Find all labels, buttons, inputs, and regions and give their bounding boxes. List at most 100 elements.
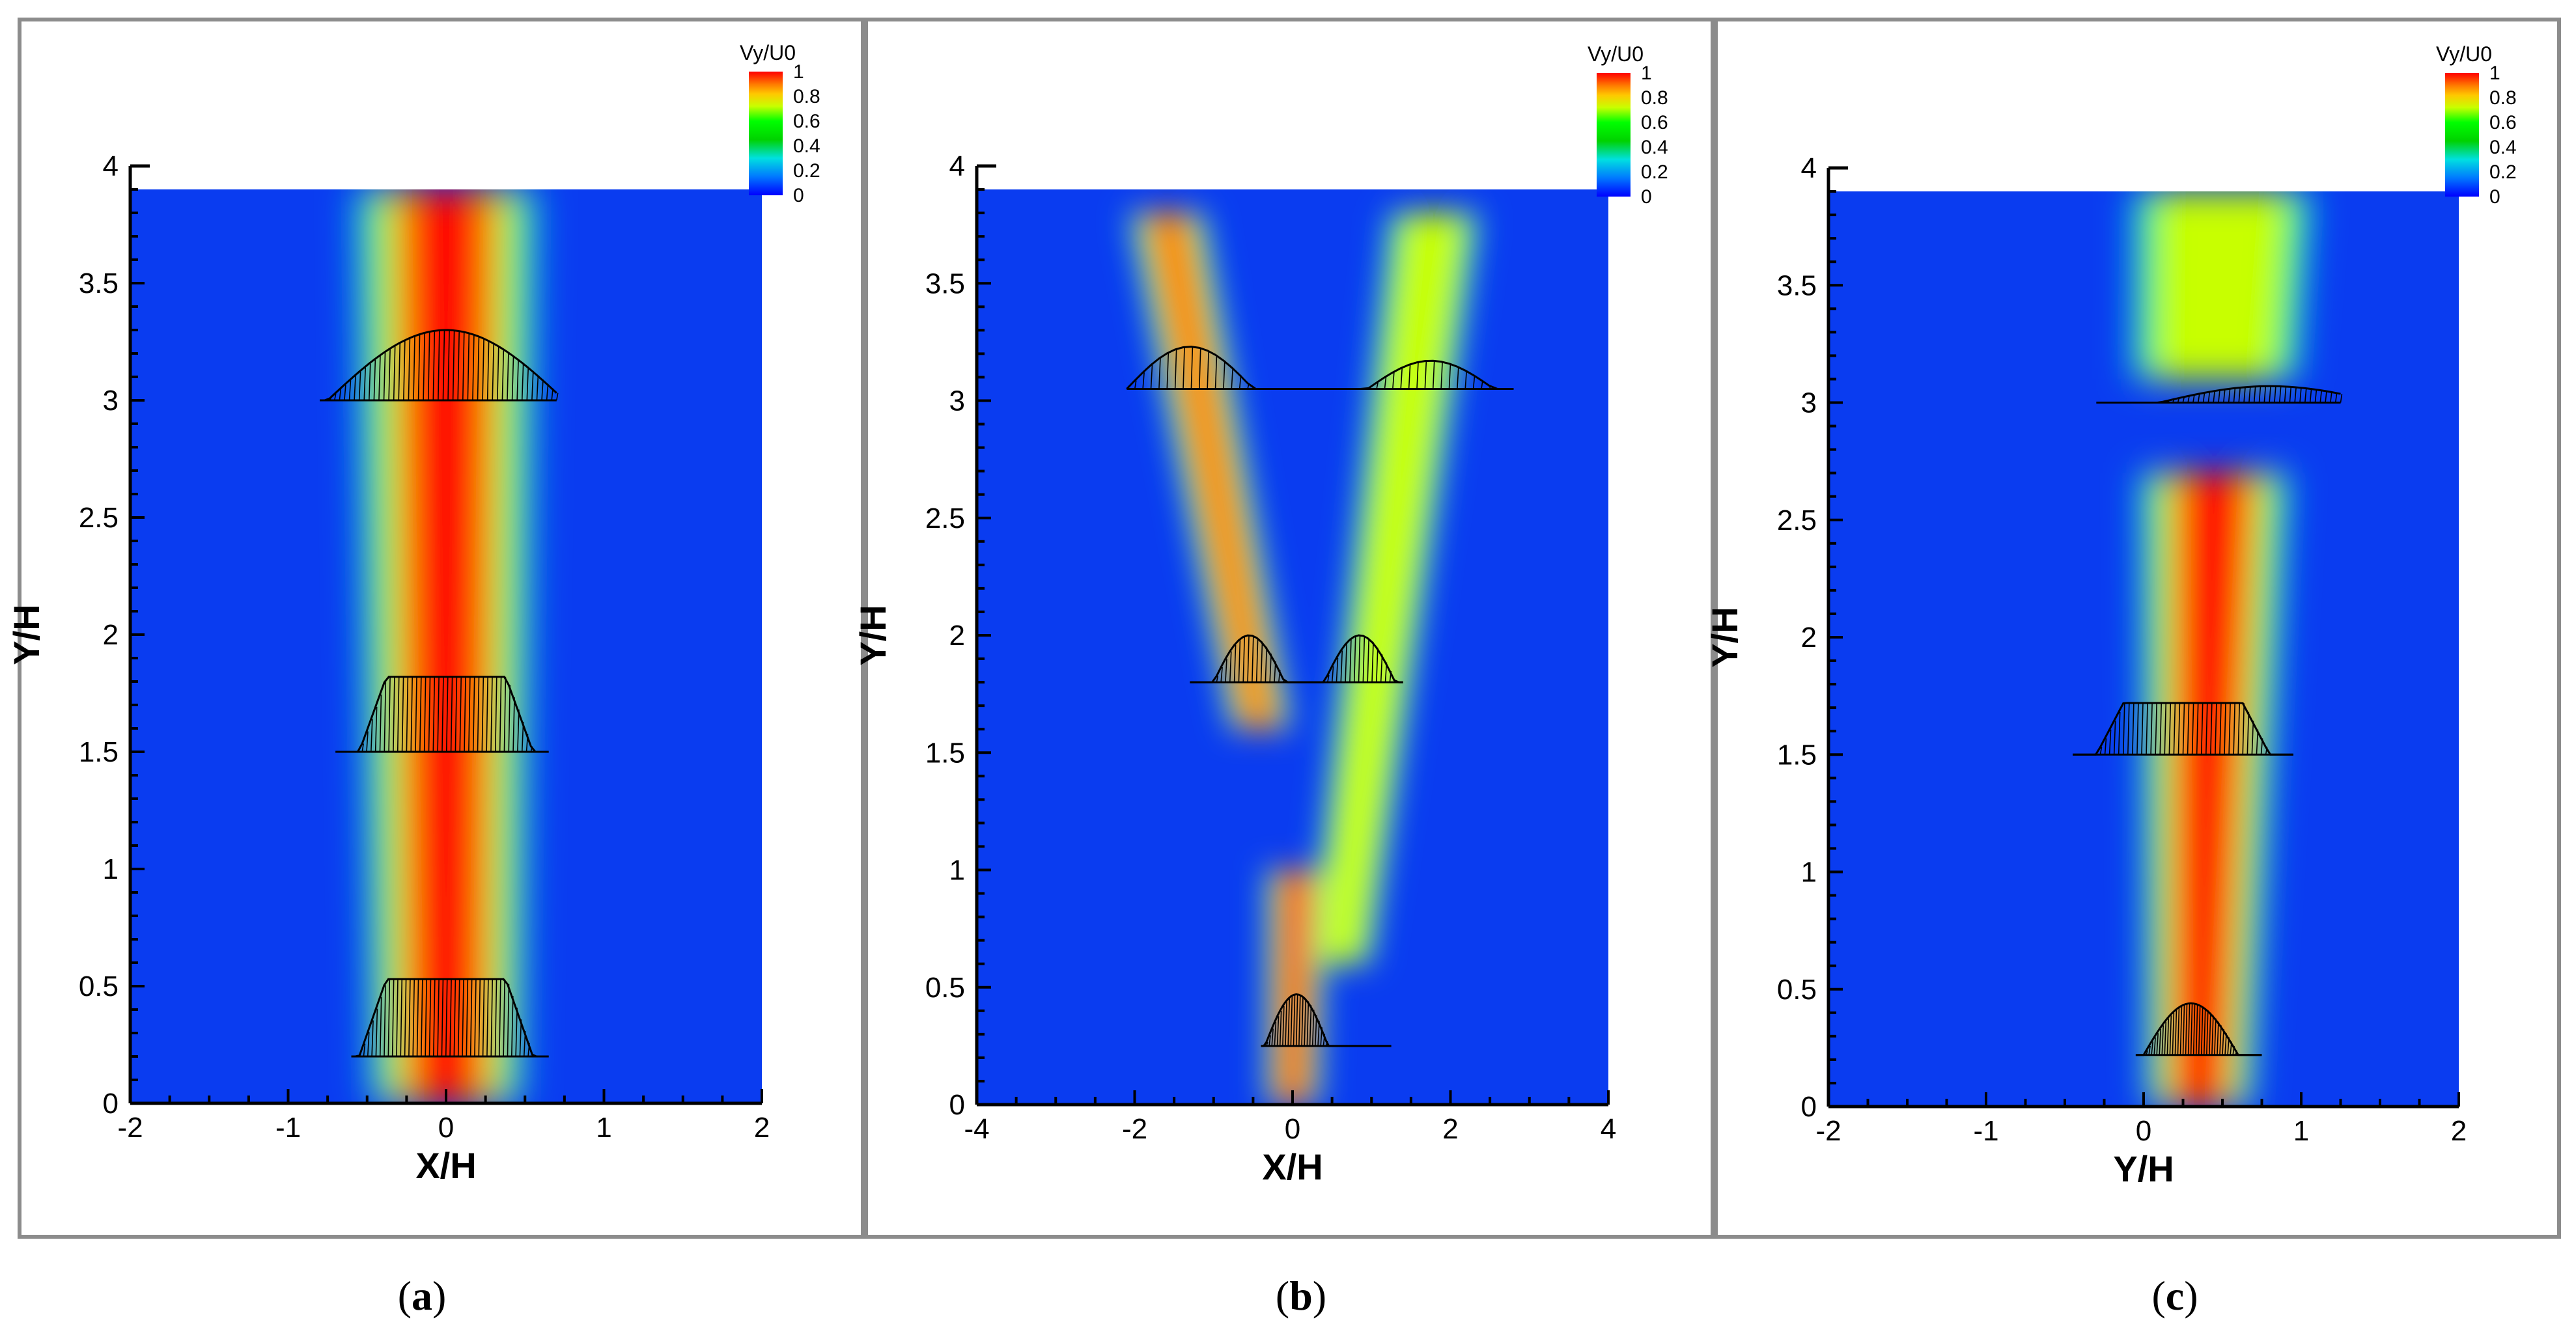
vector-arrow xyxy=(441,676,444,752)
vector-arrow xyxy=(2169,1015,2172,1055)
vector-arrow xyxy=(366,731,369,752)
vector-arrow xyxy=(2197,394,2200,403)
vector-arrow xyxy=(388,349,391,401)
vector-arrow xyxy=(2146,702,2148,755)
profile-envelope xyxy=(2135,1002,2262,1056)
colorbar-tick-label: 0.8 xyxy=(793,86,820,107)
y-tick-label: 1.5 xyxy=(79,736,119,768)
vector-arrow xyxy=(2319,390,2323,403)
vector-arrow xyxy=(379,997,382,1057)
vector-arrow xyxy=(437,676,440,752)
vector-arrow xyxy=(387,979,391,1057)
colorbar-tick-label: 1 xyxy=(2489,62,2500,84)
vector-arrow xyxy=(445,676,449,752)
profile-envelope xyxy=(351,978,549,1058)
colorbar-tick-label: 0.2 xyxy=(793,160,820,182)
vector-arrow xyxy=(378,356,381,401)
vector-arrow xyxy=(1376,647,1379,683)
panel-b-caption: (b) xyxy=(1276,1273,1326,1319)
vector-arrow xyxy=(507,351,509,401)
vector-arrow xyxy=(2200,702,2204,755)
vector-arrow xyxy=(2191,702,2194,755)
vector-arrow xyxy=(2289,387,2292,403)
vector-arrow xyxy=(2224,1033,2227,1055)
vector-arrow xyxy=(1432,361,1435,389)
vector-arrow xyxy=(371,1020,374,1057)
panel-b: -4 -2 0 2 4 0 0.5 1 1.5 2 2.5 3 3.5 4 X/H Y/H Vy/U0 0 0.2 0… xyxy=(852,18,1715,1319)
y-axis-title: Y/H xyxy=(6,604,47,665)
colorbar: Vy/U0 0 0.2 0.4 0.6 0.8 1 xyxy=(2436,42,2517,208)
vector-arrow xyxy=(541,379,544,401)
vector-arrow xyxy=(2209,1012,2211,1055)
vector-arrow xyxy=(516,359,519,401)
vector-arrow xyxy=(2228,389,2231,403)
vector-arrow xyxy=(1260,641,1263,683)
vector-arrow xyxy=(393,676,395,752)
vector-arrow xyxy=(477,336,480,401)
vector-arrow xyxy=(1269,654,1272,683)
vector-arrow xyxy=(2237,702,2240,755)
vector-arrow xyxy=(2238,387,2241,403)
vector-arrow xyxy=(2247,711,2250,755)
vector-arrow xyxy=(1207,350,1209,389)
x-tick-label: 2 xyxy=(2451,1115,2467,1147)
x-tick-label: -2 xyxy=(117,1112,143,1144)
vector-arrow xyxy=(1301,996,1304,1046)
vector-arrow xyxy=(408,338,411,401)
vector-arrow xyxy=(447,330,450,401)
vector-arrow xyxy=(1255,637,1259,683)
vector-arrow xyxy=(474,979,477,1057)
vector-arrow xyxy=(2314,389,2317,403)
vector-arrow xyxy=(403,340,406,401)
vector-arrow xyxy=(423,333,425,401)
vector-arrow xyxy=(2325,391,2327,403)
jet-1-level-3 xyxy=(1145,213,1278,730)
velocity-profile-1 xyxy=(2073,702,2293,756)
colorbar-tick-label: 1 xyxy=(1641,62,1652,84)
vector-arrow xyxy=(2172,1012,2175,1055)
vector-arrow xyxy=(1327,674,1330,683)
vector-arrow xyxy=(1293,995,1296,1046)
vector-arrow xyxy=(2198,1005,2201,1055)
vector-arrow xyxy=(408,979,411,1057)
vector-arrow xyxy=(421,979,423,1057)
vector-arrow xyxy=(2334,393,2338,403)
vector-arrow xyxy=(2155,702,2157,755)
vector-arrow xyxy=(2161,1025,2164,1055)
vector-arrow xyxy=(1134,380,1137,389)
vector-arrow xyxy=(457,331,460,401)
vector-arrow xyxy=(462,979,464,1057)
y-tick-label: 1 xyxy=(1801,857,1817,889)
vector-arrow xyxy=(2192,1003,2196,1055)
vector-arrow xyxy=(1376,382,1379,389)
contour-field xyxy=(130,189,762,1103)
vector-arrow xyxy=(428,979,432,1057)
vector-arrow xyxy=(2278,386,2282,403)
vector-arrow xyxy=(2099,747,2103,755)
vector-arrow xyxy=(354,376,356,401)
vector-arrow xyxy=(517,710,520,752)
y-tick-label: 3 xyxy=(103,385,119,417)
vector-arrow xyxy=(1233,644,1237,683)
x-tick-label: 0 xyxy=(2136,1115,2151,1147)
vector-arrow xyxy=(1247,635,1250,683)
x-tick-label: -1 xyxy=(1973,1115,1998,1147)
colorbar-ramp xyxy=(749,72,783,195)
panel-a-plot: -2 -1 0 1 2 0 0.5 1 1.5 2 2.5 3 3.5 4 X/H Y/H Vy/U0 0 0.2 0… xyxy=(6,41,820,1186)
vector-arrow xyxy=(2122,703,2125,755)
vector-arrow xyxy=(1304,998,1306,1046)
vector-arrow xyxy=(445,979,448,1057)
vector-arrow xyxy=(1220,667,1223,683)
panel-c-caption: (c) xyxy=(2151,1273,2198,1319)
vector-arrow xyxy=(2190,1003,2193,1055)
colorbar-ramp xyxy=(1597,73,1631,197)
profile-envelope xyxy=(320,329,557,402)
vector-arrow xyxy=(462,331,465,401)
vector-arrow xyxy=(2233,388,2236,403)
velocity-profile-1 xyxy=(1190,634,1403,683)
axes: -2 -1 0 1 2 0 0.5 1 1.5 2 2.5 3 3.5 4 X/H Y/H xyxy=(6,150,770,1186)
vector-arrow xyxy=(499,979,501,1057)
vector-arrow xyxy=(1238,640,1241,683)
vector-arrow xyxy=(2269,386,2271,403)
vector-arrow xyxy=(2219,702,2222,755)
